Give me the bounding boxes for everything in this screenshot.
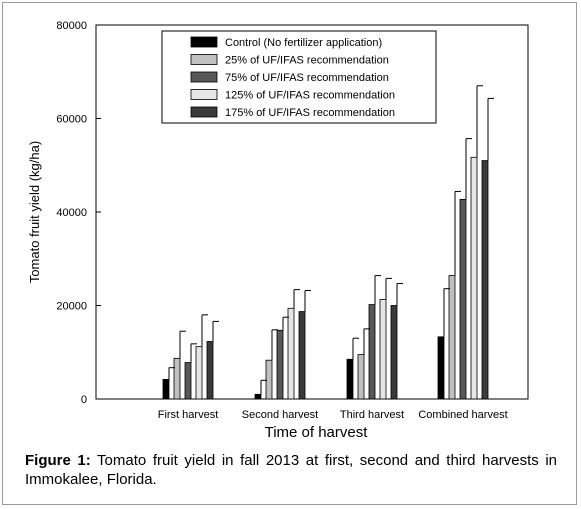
- y-tick-label: 80000: [56, 20, 87, 32]
- legend-entry: 125% of UF/IFAS recommendation: [225, 90, 395, 102]
- bar: [298, 311, 306, 400]
- bar: [379, 299, 387, 400]
- x-tick-label: Third harvest: [340, 409, 404, 421]
- figure-caption: Figure 1: Tomato fruit yield in fall 201…: [25, 451, 557, 489]
- legend-swatch: [190, 71, 218, 83]
- bar: [470, 156, 478, 400]
- legend-swatch: [190, 54, 218, 65]
- bars: [162, 156, 489, 400]
- bar: [195, 346, 203, 400]
- legend-entry: Control (No fertilizer application): [225, 37, 382, 49]
- y-tick-label: 20000: [56, 301, 87, 313]
- x-axis: First harvest Second harvest Third harvest…: [158, 409, 508, 421]
- bar: [184, 362, 192, 400]
- bar: [265, 359, 273, 400]
- legend-swatch: [190, 36, 218, 48]
- y-tick-label: 0: [81, 394, 87, 406]
- y-tick-label: 60000: [56, 114, 87, 126]
- bar: [287, 307, 295, 400]
- bar: [448, 275, 456, 400]
- legend-entry: 75% of UF/IFAS recommendation: [225, 72, 389, 84]
- bar: [459, 198, 467, 400]
- bar: [437, 336, 445, 400]
- legend: Control (No fertilizer application) 25% o…: [161, 30, 437, 124]
- caption-text: Tomato fruit yield in fall 2013 at first…: [25, 452, 557, 488]
- bar: [481, 160, 489, 400]
- x-tick-label: First harvest: [158, 409, 219, 421]
- bar: [254, 393, 262, 400]
- x-axis-label: Time of harvest: [265, 424, 369, 441]
- bar: [206, 341, 214, 400]
- legend-entry: 175% of UF/IFAS recommendation: [225, 107, 395, 119]
- bar: [346, 358, 354, 400]
- bar: [173, 357, 181, 400]
- bar: [357, 354, 365, 400]
- legend-swatch: [190, 106, 218, 118]
- caption-label: Figure 1:: [25, 452, 91, 469]
- bar: [276, 329, 284, 400]
- y-axis: 0 20000 40000 60000 80000: [56, 20, 101, 406]
- error-bars: [168, 85, 494, 395]
- bar: [390, 305, 398, 400]
- bar: [368, 304, 376, 400]
- figure-frame: [2, 2, 577, 505]
- y-tick-label: 40000: [56, 207, 87, 219]
- bar: [162, 378, 170, 400]
- bar-chart: 0 20000 40000 60000 80000 First harvest Secon…: [27, 20, 529, 441]
- x-tick-label: Second harvest: [242, 409, 318, 421]
- legend-swatch: [190, 89, 218, 100]
- x-tick-label: Combined harvest: [418, 409, 507, 421]
- y-axis-label: Tomato fruit yield (kg/ha): [27, 141, 42, 283]
- legend-entry: 25% of UF/IFAS recommendation: [225, 55, 389, 67]
